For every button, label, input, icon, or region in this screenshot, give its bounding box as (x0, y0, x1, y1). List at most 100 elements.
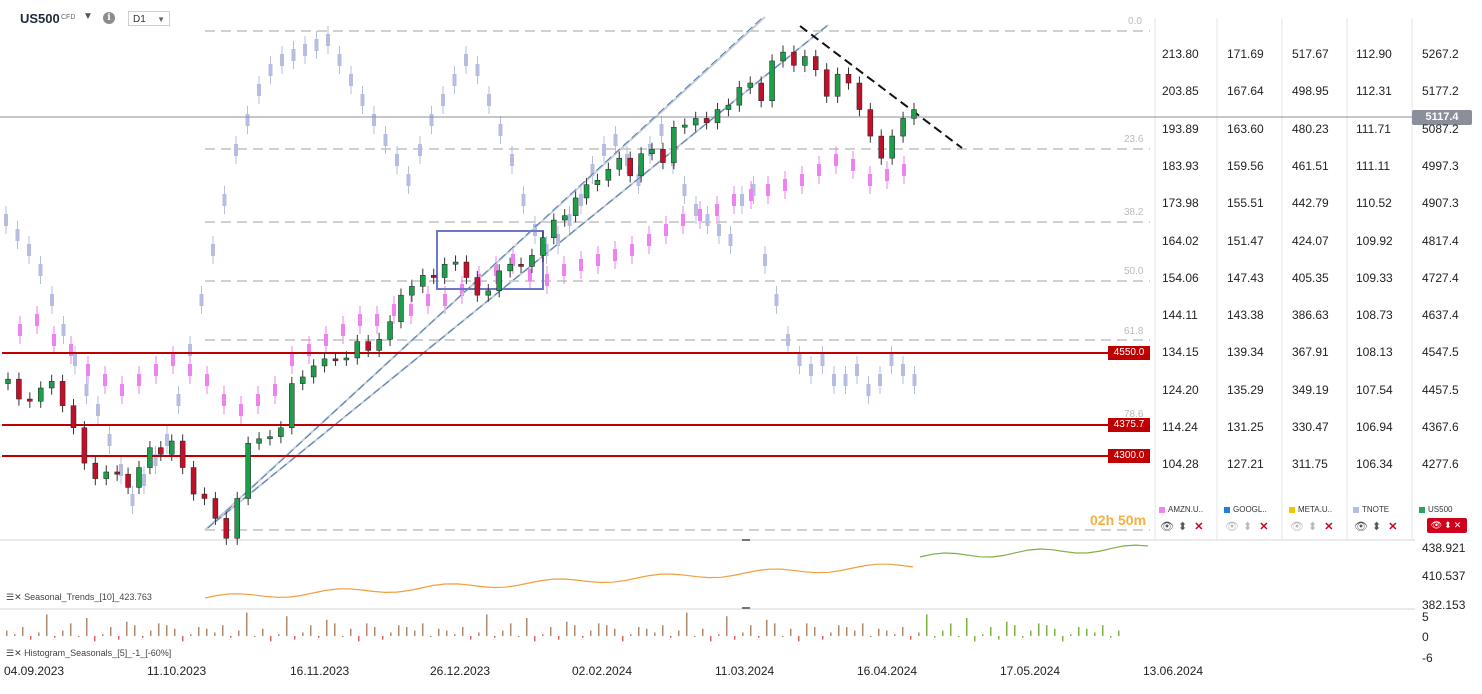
legend-item[interactable]: GOOGL.. (1224, 505, 1267, 514)
close-icon[interactable]: ✕ (1259, 521, 1269, 533)
price-axis-tick: 4367.6 (1422, 420, 1459, 434)
settings-icon[interactable]: ☰ (6, 592, 15, 602)
tnote-body (441, 94, 445, 106)
legend-controls-active[interactable]: 👁 ⬍ ✕ (1427, 518, 1467, 533)
price-axis-tick: 114.24 (1162, 420, 1198, 434)
candle-body (496, 270, 502, 292)
histogram-bar (318, 636, 320, 638)
candle-body (5, 378, 11, 384)
tnote-body (84, 384, 89, 396)
price-axis-tick: 480.23 (1292, 121, 1329, 136)
candle-body (856, 82, 863, 110)
histogram-bar (134, 625, 136, 636)
histogram-label[interactable]: ☰✕ Histogram_Seasonals_[5]_-1_[-60%] (6, 648, 171, 659)
histogram-bar (1062, 636, 1064, 642)
tnote-body (717, 224, 721, 236)
histogram-bar (630, 634, 632, 636)
current-price-badge: 5117.4 (1412, 110, 1472, 125)
candle-body (736, 87, 743, 106)
settings-icon[interactable]: ☰ (6, 648, 15, 658)
symbol-name[interactable]: US500 (20, 11, 60, 26)
histogram-bar (382, 636, 384, 640)
tnote-body (406, 174, 411, 186)
histogram-bar (278, 634, 280, 636)
panel-resize-handle[interactable] (742, 539, 750, 541)
tnote-body (268, 64, 273, 76)
histogram-bar (1006, 621, 1008, 636)
reorder-icon[interactable]: ⬍ (1177, 521, 1188, 533)
candle-body (321, 358, 328, 367)
level-label-4300[interactable]: 4300.0 (1108, 449, 1150, 463)
candle-body (452, 261, 459, 265)
amzn-body (256, 394, 260, 406)
tnote-body (61, 324, 66, 336)
candle-body (616, 157, 623, 170)
tnote-body (245, 114, 250, 126)
eye-icon[interactable]: 👁 (1225, 521, 1239, 533)
info-icon[interactable]: i (103, 12, 115, 24)
overlay-series (4, 26, 917, 514)
legend-item[interactable]: META.U.. (1289, 505, 1332, 514)
price-axis-tick: 154.06 (1162, 270, 1199, 285)
tnote-body (142, 474, 146, 486)
histogram-bar (38, 632, 40, 636)
histogram-bar (750, 625, 752, 636)
candle-body (92, 462, 99, 479)
candle-body (747, 82, 754, 88)
amzn-body (613, 249, 617, 261)
histogram-bar (598, 623, 600, 636)
histogram-bar (566, 621, 568, 636)
histogram-bar (358, 636, 360, 642)
tnote-body (326, 34, 330, 46)
channel-line-lower[interactable] (214, 24, 829, 523)
panel-resize-handle[interactable] (742, 607, 750, 609)
eye-icon[interactable]: 👁 (1430, 520, 1443, 530)
close-icon[interactable]: ✕ (1388, 521, 1398, 533)
timeframe-select[interactable]: D1 ▼ (128, 11, 170, 26)
legend-item[interactable]: TNOTE (1353, 505, 1389, 514)
close-icon[interactable]: ✕ (1324, 521, 1334, 533)
level-label-4375[interactable]: 4375.7 (1108, 418, 1150, 432)
close-icon[interactable]: ✕ (14, 648, 22, 658)
trend-channel[interactable] (204, 16, 963, 531)
histogram-bar (294, 636, 296, 640)
histogram-bar (886, 630, 888, 636)
reorder-icon[interactable]: ⬍ (1307, 521, 1318, 533)
eye-icon[interactable]: 👁 (1354, 521, 1368, 533)
time-axis-label: 04.09.2023 (4, 664, 65, 678)
close-icon[interactable]: ✕ (14, 592, 22, 602)
legend-label: AMZN.U.. (1168, 505, 1204, 514)
price-axis-tick: 163.60 (1227, 121, 1264, 136)
eye-icon[interactable]: 👁 (1160, 521, 1174, 533)
histogram-bar (110, 627, 112, 636)
seasonal-trends-label[interactable]: ☰✕ Seasonal_Trends_[10]_423.763 (6, 592, 152, 603)
symbol-dropdown-icon[interactable]: ▼ (83, 11, 93, 22)
histogram-bar (710, 636, 712, 642)
legend-item[interactable]: US500 (1419, 505, 1452, 514)
candle-body (714, 109, 721, 124)
reorder-icon[interactable]: ⬍ (1242, 521, 1253, 533)
reorder-icon[interactable]: ⬍ (1371, 521, 1382, 533)
histogram-axis-label: 0 (1422, 630, 1429, 644)
level-label-4550[interactable]: 4550.0 (1108, 346, 1150, 360)
price-axis-tick: 131.25 (1227, 420, 1264, 434)
eye-icon[interactable]: 👁 (1290, 521, 1304, 533)
histogram-bar (782, 636, 784, 637)
tnote-body (383, 134, 388, 146)
histogram-bar (246, 612, 248, 636)
amzn-body (715, 204, 719, 216)
reorder-icon[interactable]: ⬍ (1444, 520, 1452, 530)
candle-body (48, 381, 55, 389)
tnote-body (912, 374, 917, 386)
downtrend-line[interactable] (799, 25, 963, 149)
candle-body (441, 263, 448, 278)
histogram-axis-label: -6 (1422, 651, 1433, 665)
close-icon[interactable]: ✕ (1453, 520, 1462, 530)
close-icon[interactable]: ✕ (1194, 521, 1204, 533)
histogram-bar (190, 634, 192, 636)
legend-item[interactable]: AMZN.U.. (1159, 505, 1203, 514)
channel-line-upper-dashed[interactable] (207, 17, 763, 529)
price-axis-tick: 104.28 (1162, 457, 1199, 472)
time-axis-label: 11.03.2024 (715, 664, 775, 678)
